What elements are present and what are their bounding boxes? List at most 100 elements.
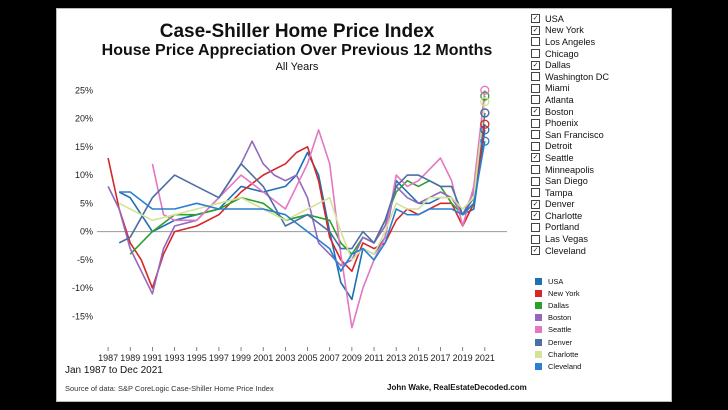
x-tick-label: 2015	[408, 353, 428, 363]
series-lines	[107, 90, 486, 329]
x-tick-label: 2017	[430, 353, 450, 363]
empty-box-icon[interactable]	[531, 118, 540, 128]
city-checkbox-new-york[interactable]: ✓ New York	[531, 25, 671, 37]
y-tick-label: 15%	[75, 142, 93, 152]
city-checkbox-dallas[interactable]: ✓ Dallas	[531, 59, 671, 71]
city-checkbox-chicago[interactable]: Chicago	[531, 48, 671, 60]
checked-box-icon[interactable]: ✓	[531, 60, 540, 70]
empty-box-icon[interactable]	[531, 49, 540, 59]
y-tick-label: -10%	[72, 283, 93, 293]
legend-swatch	[535, 350, 542, 358]
source-note: Source of data: S&P CoreLogic Case-Shill…	[65, 384, 274, 393]
city-checkbox-usa[interactable]: ✓ USA	[531, 13, 671, 25]
checked-box-icon[interactable]: ✓	[531, 246, 540, 256]
city-checkbox-tampa[interactable]: Tampa	[531, 187, 671, 199]
checked-box-icon[interactable]: ✓	[531, 211, 540, 221]
city-label: Los Angeles	[545, 36, 596, 47]
empty-box-icon[interactable]	[531, 72, 540, 82]
empty-box-icon[interactable]	[531, 176, 540, 186]
empty-box-icon[interactable]	[531, 234, 540, 244]
city-label: USA	[545, 13, 564, 24]
x-tick-label: 1993	[165, 353, 185, 363]
checked-box-icon[interactable]: ✓	[531, 153, 540, 163]
legend-label: Seattle	[548, 325, 572, 335]
checked-box-icon[interactable]: ✓	[531, 199, 540, 209]
legend-label: Dallas	[548, 300, 569, 310]
city-label: New York	[545, 25, 584, 36]
city-checkbox-detroit[interactable]: Detroit	[531, 141, 671, 153]
x-tick-label: 2009	[342, 353, 362, 363]
series-line-usa	[118, 129, 486, 301]
chart-title: Case-Shiller Home Price Index	[159, 21, 435, 42]
legend-item: USA	[535, 275, 655, 287]
empty-box-icon[interactable]	[531, 222, 540, 232]
city-checkbox-cleveland[interactable]: ✓ Cleveland	[531, 245, 671, 257]
chart-subtitle: House Price Appreciation Over Previous 1…	[101, 42, 493, 59]
legend-swatch	[535, 301, 542, 309]
end-marker-dallas	[480, 91, 490, 101]
city-checkbox-charlotte[interactable]: ✓ Charlotte	[531, 210, 671, 222]
city-label: Portland	[545, 222, 580, 233]
series-line-dallas	[129, 95, 486, 255]
city-label: Las Vegas	[545, 234, 588, 245]
y-tick-label: -5%	[77, 255, 93, 265]
city-label: San Francisco	[545, 129, 604, 140]
empty-box-icon[interactable]	[531, 141, 540, 151]
empty-box-icon[interactable]	[531, 130, 540, 140]
checked-box-icon[interactable]: ✓	[531, 107, 540, 117]
city-checkbox-los-angeles[interactable]: Los Angeles	[531, 36, 671, 48]
legend-item: Cleveland	[535, 360, 655, 372]
x-tick-label: 2021	[475, 353, 495, 363]
legend-item: New York	[535, 287, 655, 299]
city-label: Washington DC	[545, 71, 609, 82]
city-label: Dallas	[545, 60, 571, 71]
city-checkbox-miami[interactable]: Miami	[531, 83, 671, 95]
x-tick-label: 1991	[142, 353, 162, 363]
end-marker-usa	[480, 125, 490, 135]
end-marker-cleveland	[480, 136, 490, 146]
y-tick-label: 10%	[75, 170, 93, 180]
legend-swatch	[535, 326, 542, 334]
city-label: Charlotte	[545, 210, 583, 221]
city-checkbox-san-diego[interactable]: San Diego	[531, 175, 671, 187]
city-checkbox-portland[interactable]: Portland	[531, 222, 671, 234]
city-checkbox-boston[interactable]: ✓ Boston	[531, 106, 671, 118]
empty-box-icon[interactable]	[531, 83, 540, 93]
x-tick-label: 1995	[187, 353, 207, 363]
series-line-denver	[118, 112, 486, 250]
x-tick-label: 2001	[253, 353, 273, 363]
city-checkbox-phoenix[interactable]: Phoenix	[531, 117, 671, 129]
end-marker-denver	[480, 108, 490, 118]
x-tick-label: 2011	[364, 353, 383, 363]
checked-box-icon[interactable]: ✓	[531, 14, 540, 24]
legend-label: Denver	[548, 337, 573, 347]
city-checkbox-denver[interactable]: ✓ Denver	[531, 199, 671, 211]
city-checkbox-atlanta[interactable]: Atlanta	[531, 94, 671, 106]
empty-box-icon[interactable]	[531, 165, 540, 175]
legend-label: Charlotte	[548, 349, 579, 359]
x-tick-label: 2019	[453, 353, 473, 363]
series-end-markers	[480, 85, 490, 146]
empty-box-icon[interactable]	[531, 95, 540, 105]
empty-box-icon[interactable]	[531, 37, 540, 47]
x-tick-label: 2005	[298, 353, 318, 363]
empty-box-icon[interactable]	[531, 188, 540, 198]
city-checkbox-minneapolis[interactable]: Minneapolis	[531, 164, 671, 176]
legend-swatch	[535, 277, 542, 285]
legend-swatch	[535, 338, 542, 346]
city-checkbox-seattle[interactable]: ✓ Seattle	[531, 152, 671, 164]
city-label: Phoenix	[545, 118, 579, 129]
checked-box-icon[interactable]: ✓	[531, 25, 540, 35]
x-tick-label: 2003	[275, 353, 295, 363]
city-label: Minneapolis	[545, 164, 595, 175]
city-checkbox-las-vegas[interactable]: Las Vegas	[531, 233, 671, 245]
legend-swatch	[535, 314, 542, 322]
chart-panel: 25% 20% 15% 10% 5% 0% -5% -10% -15% 1987 1989 1991…	[56, 8, 672, 402]
series-line-cleveland	[119, 141, 486, 273]
legend-item: Dallas	[535, 299, 655, 311]
city-label: Tampa	[545, 187, 573, 198]
legend-label: Cleveland	[548, 361, 582, 371]
city-checkbox-washington-dc[interactable]: Washington DC	[531, 71, 671, 83]
city-label: Atlanta	[545, 94, 574, 105]
city-checkbox-san-francisco[interactable]: San Francisco	[531, 129, 671, 141]
